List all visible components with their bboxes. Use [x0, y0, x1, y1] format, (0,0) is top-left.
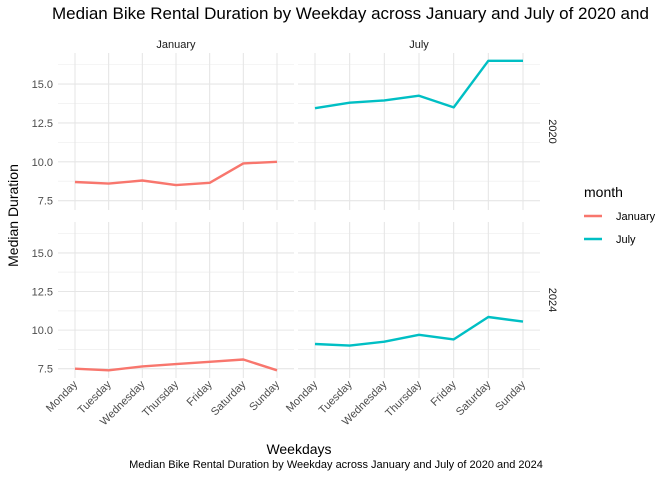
y-tick-label: 12.5: [32, 287, 53, 299]
y-tick-label: 7.5: [38, 364, 53, 376]
x-tick-label: Sunday: [247, 378, 282, 413]
series-line-july-2024: [314, 315, 524, 347]
x-tick-label: Thursday: [383, 378, 424, 419]
y-tick-label: 7.5: [38, 196, 53, 208]
series-line-january-2020: [74, 160, 278, 187]
x-tick-label: Monday: [44, 378, 81, 415]
panel-grid-july-2024: [298, 222, 540, 378]
x-tick-label: Sunday: [493, 378, 528, 413]
panel-grid-january-2024: [58, 222, 294, 378]
legend-label-july: July: [616, 234, 636, 246]
y-tick-label: 15.0: [32, 79, 53, 91]
facet-strip-july: July: [409, 39, 429, 51]
x-tick-label: Saturday: [454, 378, 494, 418]
x-axis-title: Weekdays: [266, 441, 331, 457]
panel-grid-january-2020: [58, 53, 294, 210]
chart-title: Median Bike Rental Duration by Weekday a…: [52, 4, 649, 23]
facet-strip-january: January: [156, 39, 196, 51]
legend: month January July: [584, 184, 656, 246]
y-tick-label: 10.0: [32, 325, 53, 337]
x-tick-label: Friday: [429, 378, 459, 408]
y-tick-label: 15.0: [32, 248, 53, 260]
x-tick-label: Monday: [284, 378, 321, 415]
y-axis-title: Median Duration: [5, 164, 21, 267]
facet-strip-2020: 2020: [546, 119, 558, 143]
chart-caption: Median Bike Rental Duration by Weekday a…: [129, 459, 543, 471]
y-tick-label: 12.5: [32, 118, 53, 130]
y-tick-label: 10.0: [32, 157, 53, 169]
legend-title: month: [584, 184, 623, 200]
legend-label-january: January: [616, 211, 656, 223]
x-tick-label: Thursday: [140, 378, 181, 419]
x-tick-label: Saturday: [209, 378, 249, 418]
x-tick-label: Friday: [185, 378, 215, 408]
facet-strip-2024: 2024: [546, 288, 558, 312]
series-line-july-2020: [314, 59, 523, 110]
series-line-january-2024: [74, 358, 278, 372]
panel-grid-july-2020: [298, 53, 540, 210]
